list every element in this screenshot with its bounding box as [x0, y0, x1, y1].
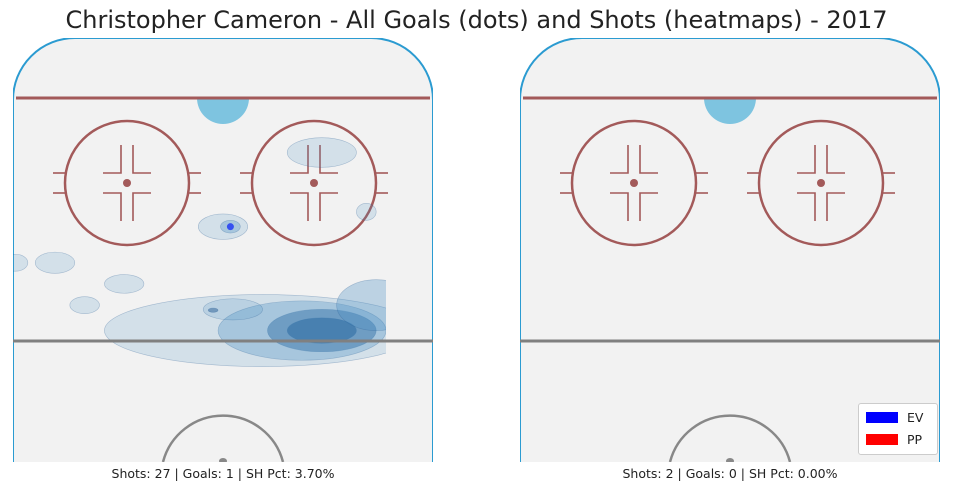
legend-swatch-pp: [866, 433, 898, 445]
shot-density-contour: [104, 274, 145, 294]
faceoff-hashmark: [610, 192, 629, 221]
shot-density-contour: [207, 307, 219, 313]
center-dot: [219, 458, 227, 462]
faceoff-ring: [570, 119, 698, 247]
legend-swatch-ev: [866, 411, 898, 423]
faceoff-hashmark: [826, 145, 845, 174]
shot-density-contour: [104, 294, 386, 367]
shot-density-contour: [356, 203, 377, 221]
faceoff-circle-left: [560, 119, 708, 247]
shot-density-contour: [202, 298, 263, 321]
shot-density-contour: [336, 279, 386, 331]
faceoff-circle-right: [240, 119, 388, 247]
faceoff-hashmark: [797, 145, 816, 174]
stats-caption-ev: Shots: 27 | Goals: 1 | SH Pct: 3.70%: [111, 466, 335, 481]
boards: [520, 38, 940, 462]
center-circle: [161, 414, 285, 462]
faceoff-hashmark: [319, 192, 338, 221]
goal-dot: [226, 223, 234, 231]
faceoff-hashmark: [290, 145, 309, 174]
faceoff-hashmark: [319, 145, 338, 174]
rink-ev: [13, 38, 433, 462]
faceoff-ring: [250, 119, 378, 247]
faceoff-dot: [310, 179, 318, 187]
faceoff-circle-right: [747, 119, 895, 247]
goal-crease: [704, 98, 756, 124]
faceoff-ring: [63, 119, 191, 247]
rink-panel-ev: [13, 38, 433, 462]
ice-surface: [13, 38, 433, 462]
rink-pp: [520, 38, 940, 462]
faceoff-hashmark: [639, 192, 658, 221]
legend-item-pp: PP: [866, 431, 922, 447]
faceoff-hashmark: [797, 192, 816, 221]
faceoff-hashmark: [639, 145, 658, 174]
faceoff-ring: [757, 119, 885, 247]
faceoff-hashmark: [610, 145, 629, 174]
faceoff-hashmark: [290, 192, 309, 221]
center-dot: [726, 458, 734, 462]
faceoff-hashmark: [826, 192, 845, 221]
legend-label-ev: EV: [907, 409, 924, 425]
shot-heatmap-ev: [13, 137, 386, 367]
shot-density-contour: [286, 137, 357, 168]
faceoff-hashmark: [103, 192, 122, 221]
faceoff-hashmark: [132, 145, 151, 174]
faceoff-circle-left: [53, 119, 201, 247]
center-circle: [668, 414, 792, 462]
stats-caption-pp: Shots: 2 | Goals: 0 | SH Pct: 0.00%: [622, 466, 838, 481]
legend-item-ev: EV: [866, 409, 923, 425]
faceoff-hashmark: [103, 145, 122, 174]
faceoff-hashmark: [132, 192, 151, 221]
shot-density-contour: [217, 300, 386, 361]
shot-density-contour: [69, 296, 100, 314]
faceoff-dot: [630, 179, 638, 187]
chart-title: Christopher Cameron - All Goals (dots) a…: [65, 6, 888, 34]
shot-density-contour: [34, 251, 76, 274]
boards: [13, 38, 433, 462]
legend: EV PP: [858, 403, 938, 455]
faceoff-dot: [123, 179, 131, 187]
rink-panel-pp: [520, 38, 940, 462]
faceoff-dot: [817, 179, 825, 187]
ice-surface: [520, 38, 940, 462]
legend-label-pp: PP: [907, 431, 923, 447]
shot-density-contour: [13, 253, 29, 272]
rink-svg-pp: [520, 38, 940, 462]
goal-crease: [197, 98, 249, 124]
shot-density-contour: [197, 213, 249, 240]
rink-svg-ev: [13, 38, 433, 462]
